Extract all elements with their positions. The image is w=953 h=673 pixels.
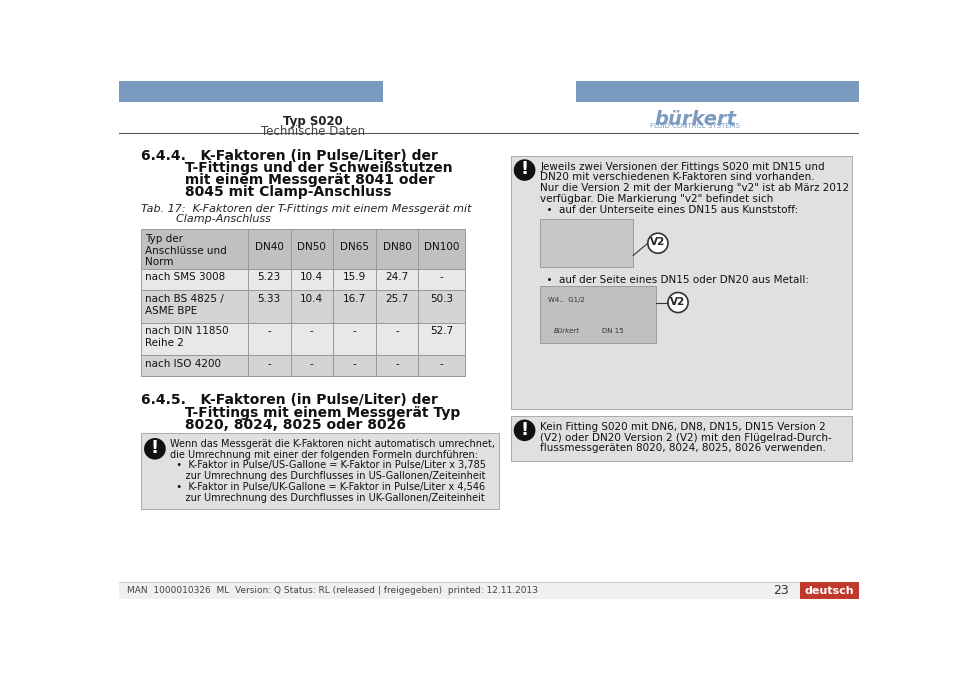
Circle shape — [144, 438, 166, 460]
Text: die Umrechnung mit einer der folgenden Formeln durchführen:: die Umrechnung mit einer der folgenden F… — [171, 450, 477, 460]
Text: -: - — [439, 359, 443, 369]
Text: DN 15: DN 15 — [601, 328, 623, 334]
Text: 8020, 8024, 8025 oder 8026: 8020, 8024, 8025 oder 8026 — [141, 418, 406, 432]
Text: Tab. 17:  K-Faktoren der T-Fittings mit einem Messgerät mit: Tab. 17: K-Faktoren der T-Fittings mit e… — [141, 204, 471, 214]
Text: Typ S020: Typ S020 — [283, 115, 342, 129]
Text: 5.23: 5.23 — [257, 273, 280, 283]
Bar — [539, 285, 656, 343]
Text: W4..  G1/2: W4.. G1/2 — [547, 297, 584, 303]
Text: 50.3: 50.3 — [430, 294, 453, 304]
Text: •  auf der Unterseite eines DN15 aus Kunststoff:: • auf der Unterseite eines DN15 aus Kuns… — [539, 205, 798, 215]
Text: -: - — [395, 326, 398, 336]
Text: 25.7: 25.7 — [385, 294, 408, 304]
Bar — [675, 94, 679, 98]
Bar — [800, 582, 858, 599]
Text: -: - — [439, 273, 443, 283]
Text: V2: V2 — [650, 238, 665, 248]
Bar — [141, 290, 464, 322]
Text: DN50: DN50 — [297, 242, 326, 252]
Text: Kein Fitting S020 mit DN6, DN8, DN15, DN15 Version 2: Kein Fitting S020 mit DN6, DN8, DN15, DN… — [539, 422, 825, 432]
Bar — [510, 417, 851, 461]
Text: 24.7: 24.7 — [385, 273, 408, 283]
Circle shape — [667, 293, 687, 312]
Text: 10.4: 10.4 — [300, 273, 323, 283]
Text: (V2) oder DN20 Version 2 (V2) mit den Flügelrad-Durch-: (V2) oder DN20 Version 2 (V2) mit den Fl… — [539, 433, 831, 443]
Text: •  auf der Seite eines DN15 oder DN20 aus Metall:: • auf der Seite eines DN15 oder DN20 aus… — [539, 275, 808, 285]
Text: deutsch: deutsch — [804, 586, 854, 596]
Text: Bürkert: Bürkert — [554, 328, 579, 334]
Text: •  K-Faktor in Pulse/US-Gallone = K-Faktor in Pulse/Liter x 3,785: • K-Faktor in Pulse/US-Gallone = K-Fakto… — [171, 460, 486, 470]
Text: Nur die Version 2 mit der Markierung "v2" ist ab März 2012: Nur die Version 2 mit der Markierung "v2… — [539, 183, 848, 193]
Circle shape — [513, 160, 535, 181]
Text: mit einem Messgerät 8041 oder: mit einem Messgerät 8041 oder — [141, 173, 435, 187]
Text: -: - — [310, 359, 314, 369]
Text: •  K-Faktor in Pulse/UK-Gallone = K-Faktor in Pulse/Liter x 4,546: • K-Faktor in Pulse/UK-Gallone = K-Fakto… — [171, 482, 485, 492]
Bar — [141, 355, 464, 376]
Text: bürkert: bürkert — [654, 110, 736, 129]
Text: T-Fittings und der Schweißstutzen: T-Fittings und der Schweißstutzen — [141, 161, 452, 175]
Text: zur Umrechnung des Durchflusses in UK-Gallonen/Zeiteinheit: zur Umrechnung des Durchflusses in UK-Ga… — [171, 493, 485, 503]
Text: -: - — [353, 359, 356, 369]
Bar — [675, 90, 714, 92]
Text: V2: V2 — [670, 297, 685, 307]
Text: 16.7: 16.7 — [342, 294, 366, 304]
Bar — [539, 219, 633, 267]
Text: Jeweils zwei Versionen der Fittings S020 mit DN15 und: Jeweils zwei Versionen der Fittings S020… — [539, 162, 823, 172]
Text: 5.33: 5.33 — [257, 294, 280, 304]
Bar — [510, 156, 851, 409]
Text: -: - — [267, 359, 271, 369]
Bar — [680, 94, 684, 98]
Text: 15.9: 15.9 — [342, 273, 366, 283]
Circle shape — [647, 234, 667, 253]
Bar — [119, 81, 382, 102]
Bar — [686, 94, 690, 98]
Text: 6.4.4.   K-Faktoren (in Pulse/Liter) der: 6.4.4. K-Faktoren (in Pulse/Liter) der — [141, 149, 437, 162]
Text: nach SMS 3008: nach SMS 3008 — [145, 273, 225, 283]
Text: Technische Daten: Technische Daten — [261, 125, 365, 139]
Text: T-Fittings mit einem Messgerät Typ: T-Fittings mit einem Messgerät Typ — [141, 406, 459, 420]
Bar — [141, 322, 464, 355]
Bar — [141, 269, 464, 290]
Text: 6.4.5.   K-Faktoren (in Pulse/Liter) der: 6.4.5. K-Faktoren (in Pulse/Liter) der — [141, 394, 437, 407]
Text: 8045 mit Clamp-Anschluss: 8045 mit Clamp-Anschluss — [141, 186, 391, 199]
Text: FLUID CONTROL SYSTEMS: FLUID CONTROL SYSTEMS — [649, 123, 740, 129]
Bar — [141, 229, 464, 269]
Text: !: ! — [520, 421, 528, 439]
Text: verfügbar. Die Markierung "v2" befindet sich: verfügbar. Die Markierung "v2" befindet … — [539, 194, 773, 204]
Text: zur Umrechnung des Durchflusses in US-Gallonen/Zeiteinheit: zur Umrechnung des Durchflusses in US-Ga… — [171, 471, 485, 481]
Text: flussmessgeräten 8020, 8024, 8025, 8026 verwenden.: flussmessgeräten 8020, 8024, 8025, 8026 … — [539, 444, 825, 454]
Bar — [576, 81, 858, 102]
Text: 10.4: 10.4 — [300, 294, 323, 304]
Text: -: - — [267, 326, 271, 336]
Text: DN80: DN80 — [382, 242, 411, 252]
Text: Typ der
Anschlüsse und
Norm: Typ der Anschlüsse und Norm — [145, 234, 227, 267]
Bar — [141, 433, 498, 509]
Text: MAN  1000010326  ML  Version: Q Status: RL (released | freigegeben)  printed: 12: MAN 1000010326 ML Version: Q Status: RL … — [127, 586, 537, 595]
Text: -: - — [353, 326, 356, 336]
Text: DN65: DN65 — [339, 242, 369, 252]
Text: nach BS 4825 /
ASME BPE: nach BS 4825 / ASME BPE — [145, 294, 223, 316]
Text: !: ! — [151, 439, 159, 457]
Text: -: - — [310, 326, 314, 336]
Circle shape — [513, 419, 535, 441]
Text: Wenn das Messgerät die K-Faktoren nicht automatisch umrechnet,: Wenn das Messgerät die K-Faktoren nicht … — [171, 439, 495, 449]
Text: 52.7: 52.7 — [430, 326, 453, 336]
Text: nach ISO 4200: nach ISO 4200 — [145, 359, 220, 369]
Text: DN20 mit verschiedenen K-Faktoren sind vorhanden.: DN20 mit verschiedenen K-Faktoren sind v… — [539, 172, 814, 182]
Text: nach DIN 11850
Reihe 2: nach DIN 11850 Reihe 2 — [145, 326, 228, 348]
Text: 23: 23 — [772, 584, 788, 597]
Text: DN100: DN100 — [423, 242, 458, 252]
Bar — [119, 582, 858, 599]
Text: !: ! — [520, 160, 528, 178]
Text: Clamp-Anschluss: Clamp-Anschluss — [141, 214, 271, 224]
Text: -: - — [395, 359, 398, 369]
Text: DN40: DN40 — [254, 242, 283, 252]
